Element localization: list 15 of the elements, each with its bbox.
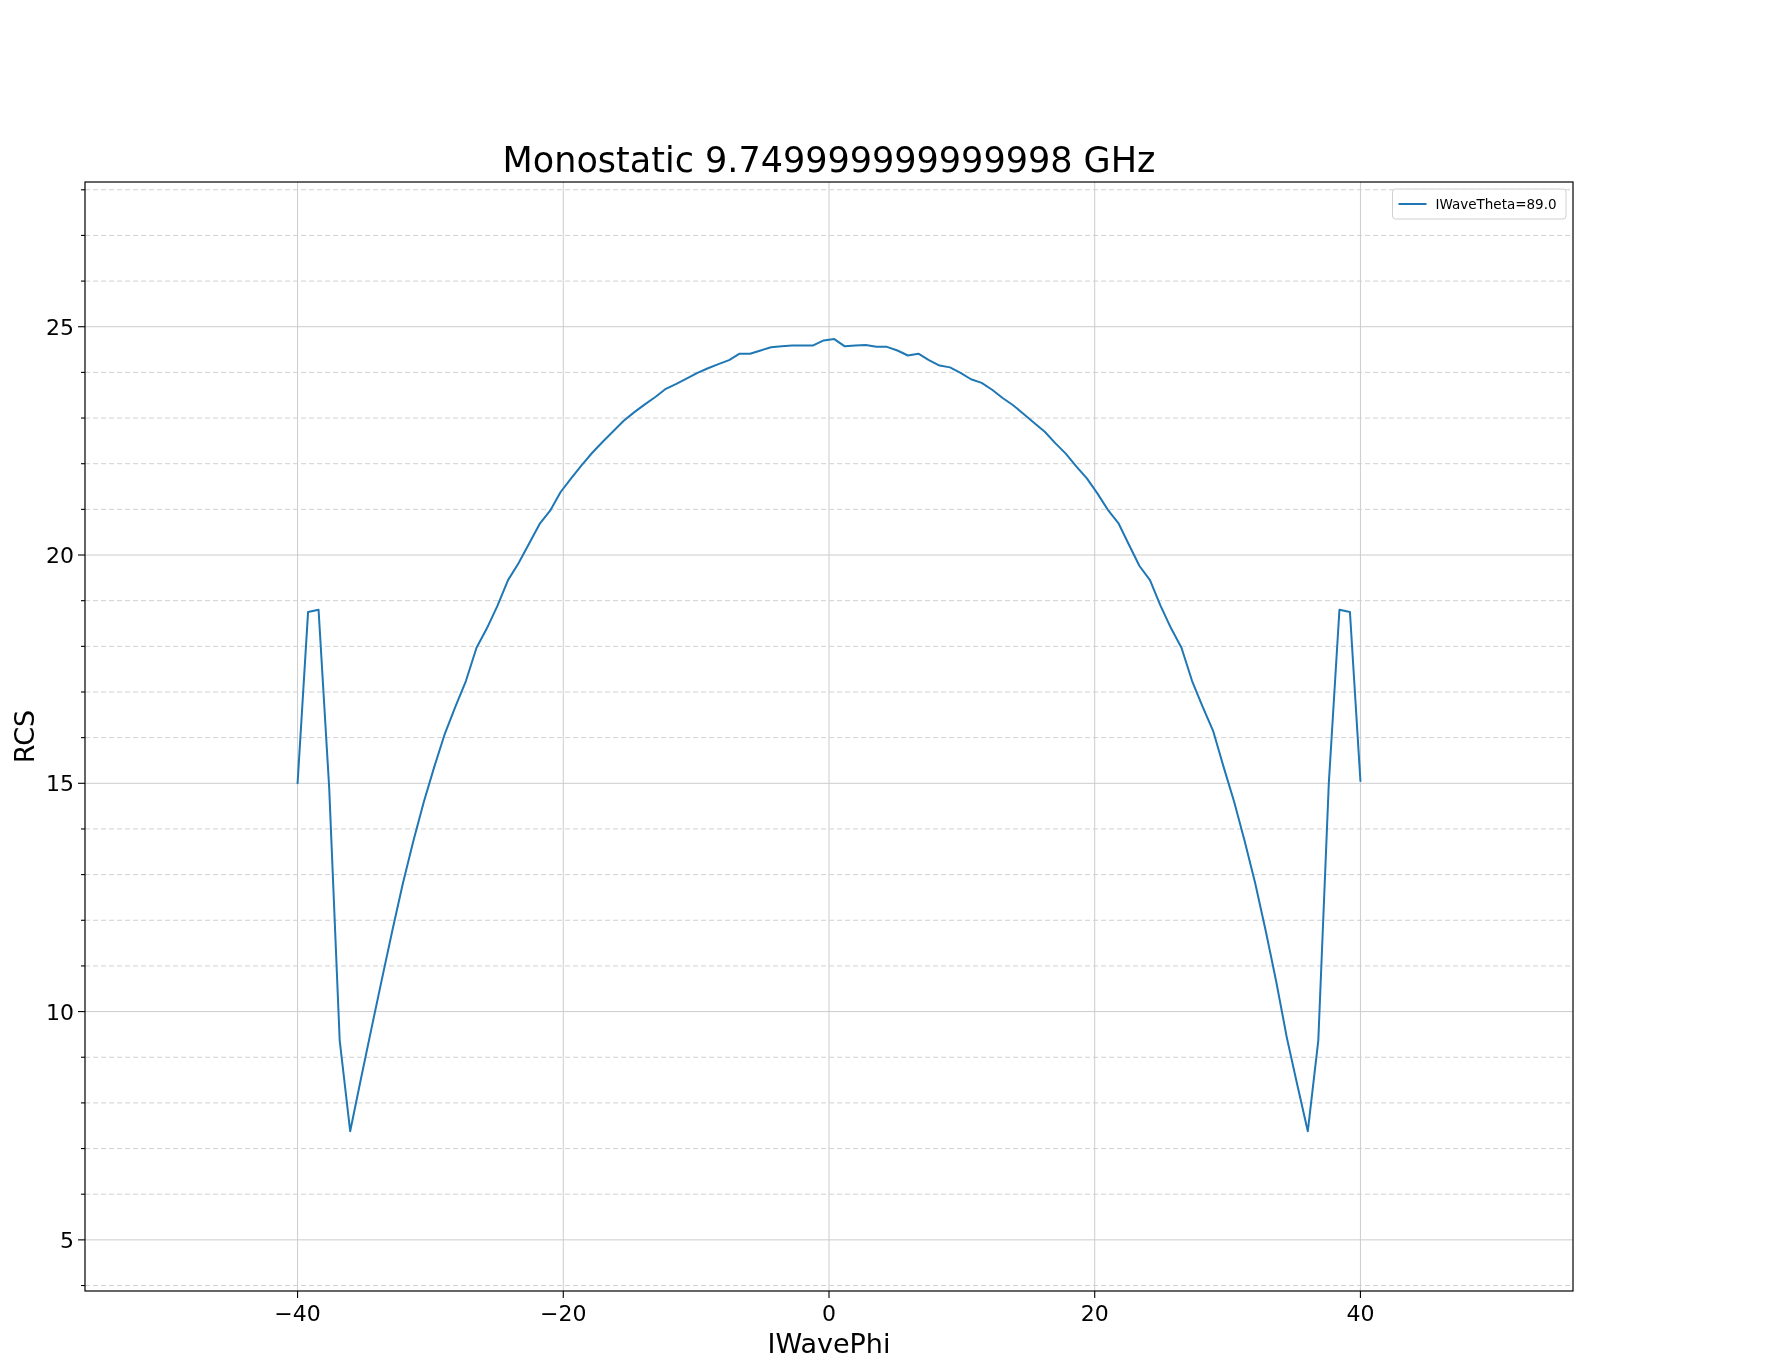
y-tick-label: 15 xyxy=(46,771,74,797)
x-tick-label: −40 xyxy=(274,1301,321,1326)
chart-title: Monostatic 9.749999999999998 GHz xyxy=(502,140,1156,180)
y-tick-label: 20 xyxy=(46,542,74,568)
x-tick-label: 40 xyxy=(1346,1301,1375,1326)
y-axis-title: RCS xyxy=(9,709,40,764)
y-tick-label: 25 xyxy=(46,314,74,340)
x-tick-label: 0 xyxy=(822,1301,836,1326)
x-tick-label: −20 xyxy=(540,1301,587,1326)
legend-label: IWaveTheta=89.0 xyxy=(1435,195,1557,212)
x-axis-title: IWavePhi xyxy=(767,1328,891,1359)
y-tick-label: 5 xyxy=(60,1227,74,1253)
line-series xyxy=(296,338,1362,1133)
y-tick-label: 10 xyxy=(46,999,74,1025)
x-tick-label: 20 xyxy=(1080,1301,1109,1326)
